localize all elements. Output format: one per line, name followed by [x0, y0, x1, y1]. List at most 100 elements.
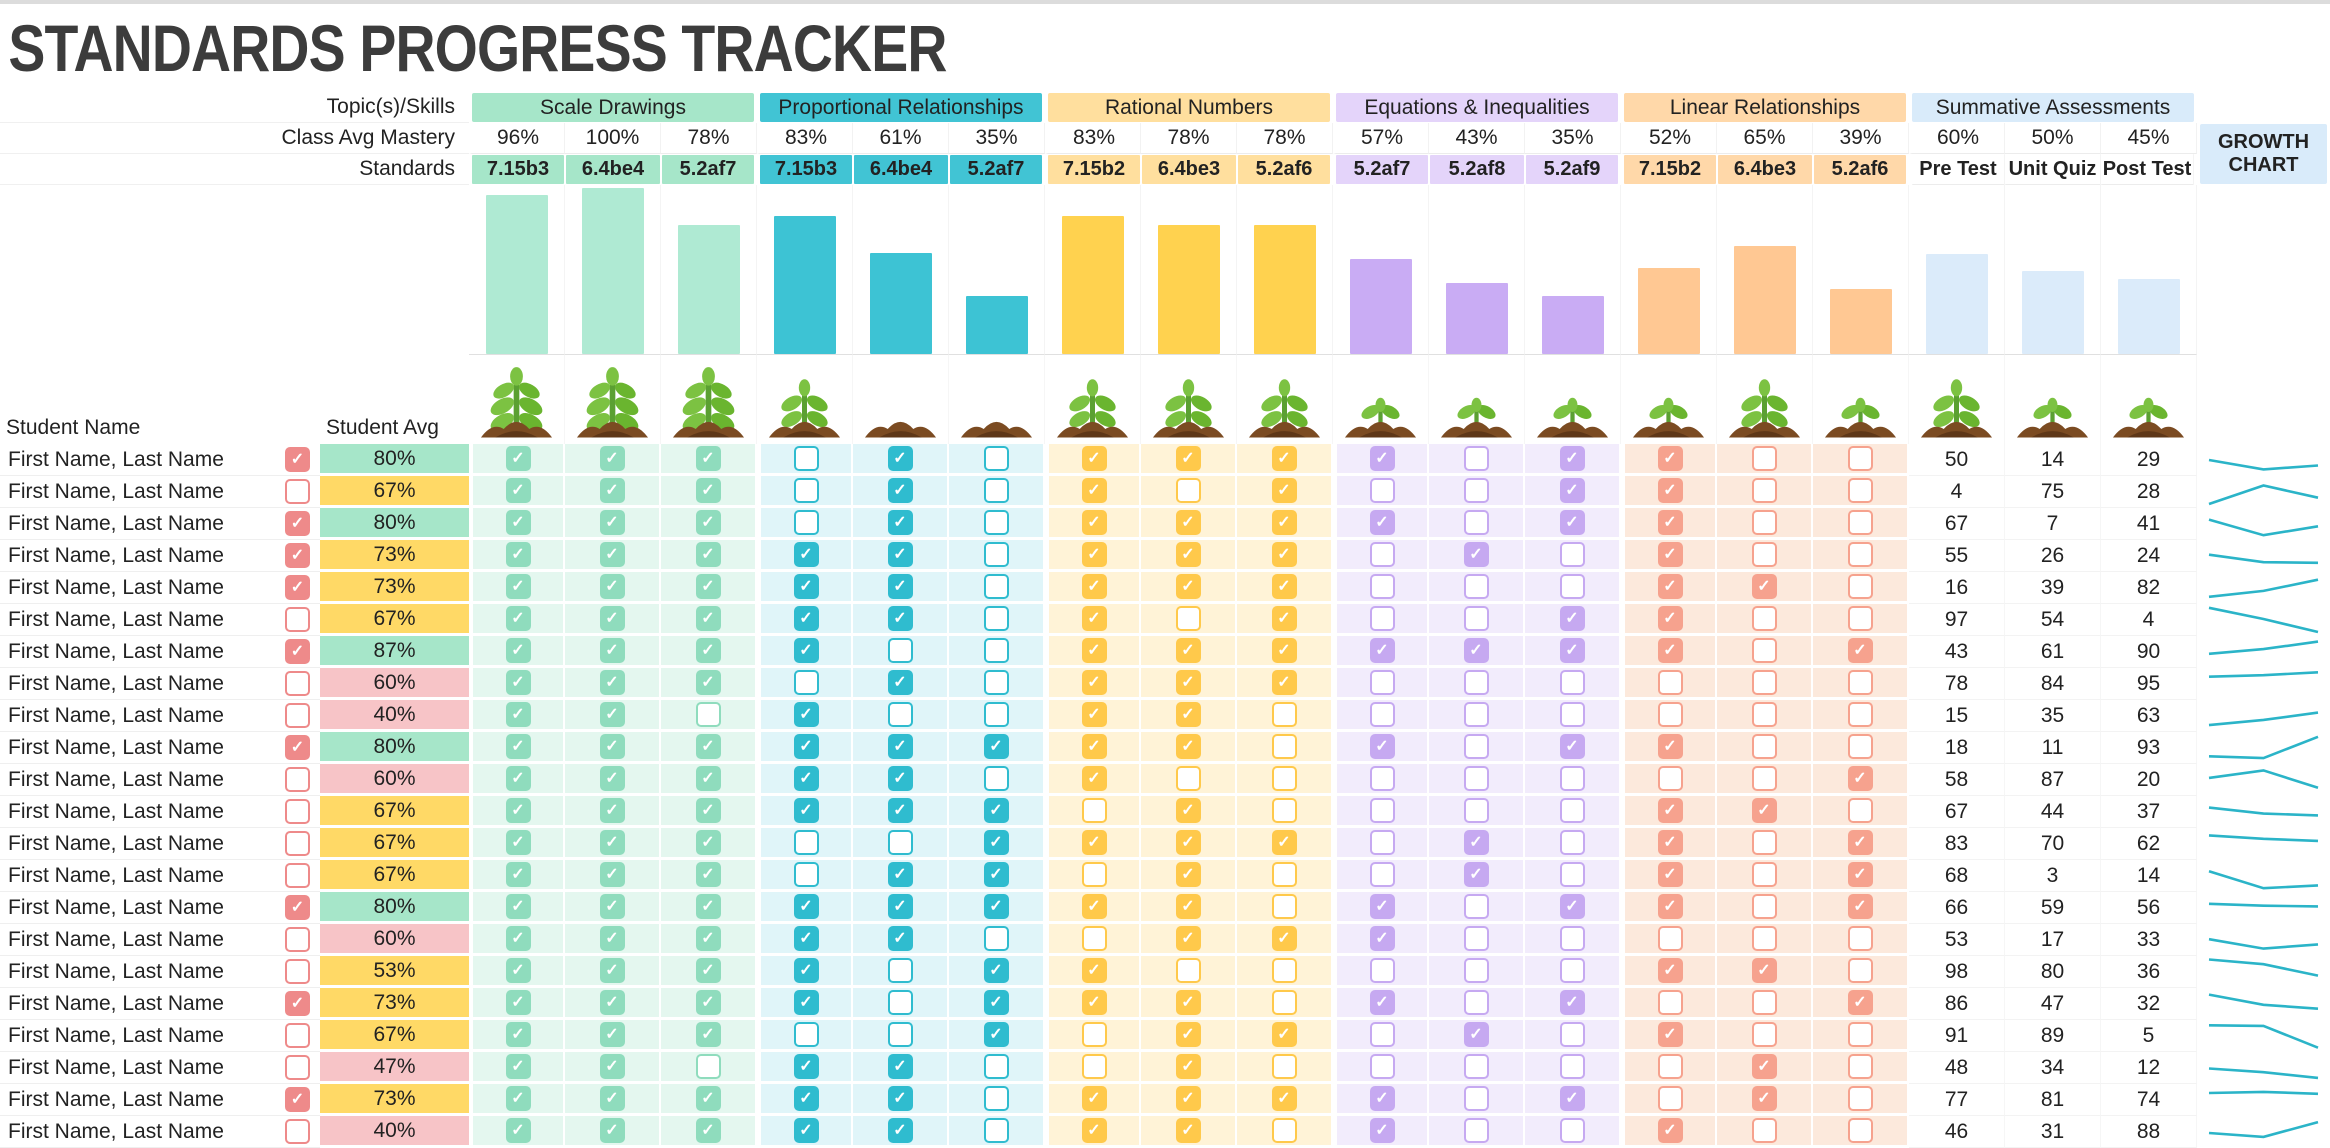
- standard-checkbox[interactable]: ✓: [695, 990, 721, 1015]
- student-flag-checkbox[interactable]: ✓: [285, 1087, 310, 1112]
- standard-checkbox[interactable]: ✓: [1081, 446, 1107, 471]
- standard-checkbox[interactable]: ✓: [1847, 862, 1873, 887]
- standard-checkbox[interactable]: ✓: [1081, 734, 1107, 759]
- standard-checkbox[interactable]: ✓: [505, 958, 531, 983]
- standard-checkbox[interactable]: [1847, 478, 1873, 503]
- standard-checkbox[interactable]: [1463, 766, 1489, 791]
- standard-checkbox[interactable]: [1751, 766, 1777, 791]
- standard-checkbox[interactable]: ✓: [1369, 446, 1395, 471]
- standard-checkbox[interactable]: ✓: [1657, 574, 1683, 599]
- student-flag-checkbox[interactable]: ✓: [285, 895, 310, 920]
- standard-checkbox[interactable]: ✓: [1081, 670, 1107, 695]
- standard-checkbox[interactable]: ✓: [505, 510, 531, 535]
- standard-checkbox[interactable]: [983, 574, 1009, 599]
- standard-checkbox[interactable]: [793, 478, 819, 503]
- standard-checkbox[interactable]: ✓: [1559, 894, 1585, 919]
- standard-checkbox[interactable]: [1369, 958, 1395, 983]
- standard-checkbox[interactable]: [983, 670, 1009, 695]
- standard-checkbox[interactable]: [887, 990, 913, 1015]
- standard-checkbox[interactable]: [1751, 670, 1777, 695]
- standard-checkbox[interactable]: [983, 606, 1009, 631]
- standard-checkbox[interactable]: [1081, 798, 1107, 823]
- standard-checkbox[interactable]: [887, 702, 913, 727]
- standard-checkbox[interactable]: ✓: [695, 638, 721, 663]
- standard-checkbox[interactable]: ✓: [1081, 894, 1107, 919]
- standard-checkbox[interactable]: ✓: [695, 830, 721, 855]
- standard-checkbox[interactable]: ✓: [1369, 990, 1395, 1015]
- standard-checkbox[interactable]: [1369, 766, 1395, 791]
- standard-checkbox[interactable]: ✓: [505, 926, 531, 951]
- standard-checkbox[interactable]: ✓: [505, 478, 531, 503]
- standard-checkbox[interactable]: ✓: [983, 830, 1009, 855]
- standard-checkbox[interactable]: ✓: [1081, 990, 1107, 1015]
- standard-checkbox[interactable]: ✓: [887, 670, 913, 695]
- standard-checkbox[interactable]: ✓: [793, 1118, 819, 1143]
- standard-checkbox[interactable]: [1463, 606, 1489, 631]
- student-flag-checkbox[interactable]: ✓: [285, 639, 310, 664]
- standard-checkbox[interactable]: [1463, 510, 1489, 535]
- standard-checkbox[interactable]: ✓: [599, 830, 625, 855]
- student-flag-checkbox[interactable]: ✓: [285, 543, 310, 568]
- standard-checkbox[interactable]: ✓: [505, 862, 531, 887]
- standard-checkbox[interactable]: ✓: [505, 990, 531, 1015]
- standard-checkbox[interactable]: ✓: [1271, 510, 1297, 535]
- standard-checkbox[interactable]: [887, 830, 913, 855]
- standard-checkbox[interactable]: ✓: [695, 1022, 721, 1047]
- student-flag-checkbox[interactable]: [285, 607, 310, 632]
- standard-checkbox[interactable]: [887, 638, 913, 663]
- standard-checkbox[interactable]: ✓: [1081, 830, 1107, 855]
- standard-checkbox[interactable]: ✓: [505, 766, 531, 791]
- standard-checkbox[interactable]: ✓: [1369, 510, 1395, 535]
- standard-checkbox[interactable]: ✓: [1175, 1118, 1201, 1143]
- standard-checkbox[interactable]: ✓: [1271, 670, 1297, 695]
- standard-checkbox[interactable]: ✓: [505, 1086, 531, 1111]
- standard-checkbox[interactable]: ✓: [505, 574, 531, 599]
- standard-checkbox[interactable]: ✓: [1847, 894, 1873, 919]
- standard-checkbox[interactable]: ✓: [1751, 1086, 1777, 1111]
- standard-checkbox[interactable]: ✓: [1369, 926, 1395, 951]
- standard-checkbox[interactable]: ✓: [1175, 1022, 1201, 1047]
- standard-checkbox[interactable]: ✓: [695, 510, 721, 535]
- standard-checkbox[interactable]: ✓: [1271, 446, 1297, 471]
- standard-checkbox[interactable]: [1751, 1118, 1777, 1143]
- standard-checkbox[interactable]: [1847, 958, 1873, 983]
- standard-checkbox[interactable]: ✓: [1559, 638, 1585, 663]
- standard-checkbox[interactable]: ✓: [505, 734, 531, 759]
- standard-checkbox[interactable]: ✓: [695, 606, 721, 631]
- standard-checkbox[interactable]: ✓: [1271, 926, 1297, 951]
- standard-checkbox[interactable]: [1369, 830, 1395, 855]
- standard-checkbox[interactable]: [1463, 798, 1489, 823]
- standard-checkbox[interactable]: ✓: [1559, 990, 1585, 1015]
- standard-checkbox[interactable]: ✓: [599, 862, 625, 887]
- standard-checkbox[interactable]: [1847, 510, 1873, 535]
- standard-checkbox[interactable]: ✓: [599, 542, 625, 567]
- standard-checkbox[interactable]: [1559, 798, 1585, 823]
- standard-checkbox[interactable]: [1175, 766, 1201, 791]
- standard-checkbox[interactable]: [1369, 1022, 1395, 1047]
- standard-checkbox[interactable]: ✓: [1175, 1086, 1201, 1111]
- standard-checkbox[interactable]: [1463, 702, 1489, 727]
- standard-checkbox[interactable]: ✓: [1751, 574, 1777, 599]
- standard-checkbox[interactable]: ✓: [1559, 1086, 1585, 1111]
- standard-checkbox[interactable]: [1657, 990, 1683, 1015]
- standard-checkbox[interactable]: ✓: [1463, 830, 1489, 855]
- standard-checkbox[interactable]: ✓: [599, 478, 625, 503]
- standard-checkbox[interactable]: ✓: [1175, 1054, 1201, 1079]
- standard-checkbox[interactable]: ✓: [1175, 574, 1201, 599]
- standard-checkbox[interactable]: [983, 702, 1009, 727]
- standard-checkbox[interactable]: [1559, 702, 1585, 727]
- standard-checkbox[interactable]: [1081, 862, 1107, 887]
- standard-checkbox[interactable]: ✓: [505, 798, 531, 823]
- standard-checkbox[interactable]: ✓: [1081, 606, 1107, 631]
- standard-checkbox[interactable]: ✓: [695, 670, 721, 695]
- standard-checkbox[interactable]: ✓: [1559, 606, 1585, 631]
- student-flag-checkbox[interactable]: [285, 1055, 310, 1080]
- standard-checkbox[interactable]: [983, 638, 1009, 663]
- standard-checkbox[interactable]: [1847, 1086, 1873, 1111]
- standard-checkbox[interactable]: ✓: [1081, 1118, 1107, 1143]
- standard-checkbox[interactable]: ✓: [505, 542, 531, 567]
- standard-checkbox[interactable]: ✓: [599, 1054, 625, 1079]
- standard-checkbox[interactable]: [793, 510, 819, 535]
- standard-checkbox[interactable]: ✓: [695, 894, 721, 919]
- standard-checkbox[interactable]: ✓: [599, 670, 625, 695]
